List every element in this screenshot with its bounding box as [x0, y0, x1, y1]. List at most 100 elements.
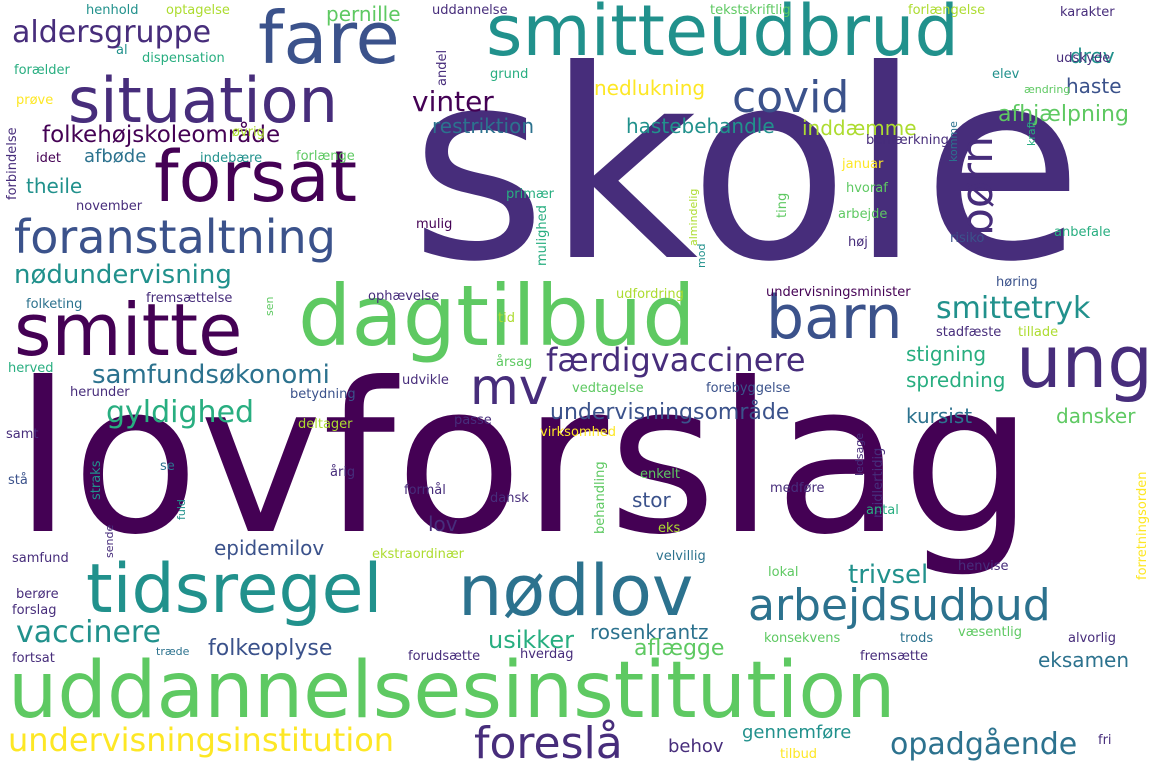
word-komme: komme [947, 121, 960, 162]
word-al: al [116, 43, 128, 58]
word-tilbud: tilbud [780, 747, 818, 762]
word-nodlov: nødlov [458, 550, 694, 632]
word-pernille: pernille [326, 2, 401, 26]
word-vaccinere: vaccinere [16, 615, 162, 650]
word-alvorlig: alvorlig [1068, 631, 1117, 646]
word-restriktion: restriktion [432, 114, 535, 138]
word-antal: antal [866, 503, 899, 518]
word-nodundervisning: nødundervisning [14, 260, 232, 290]
word-forlaenge: forlænge [296, 149, 355, 164]
word-fortsat: fortsat [12, 651, 55, 666]
word-dansker: dansker [1056, 404, 1136, 428]
word-hvoraf: hvoraf [846, 181, 888, 196]
word-behandling: behandling [593, 461, 608, 534]
word-rosenkrantz: rosenkrantz [590, 620, 709, 644]
word-sen: sen [263, 296, 276, 316]
word-ung: ung [1016, 320, 1153, 404]
word-deltager: deltager [298, 417, 353, 432]
word-straks: straks [89, 460, 104, 500]
word-mv: mv [470, 358, 549, 416]
word-foresla: foreslå [474, 718, 623, 769]
word-henvise: henvise [958, 559, 1009, 574]
word-smittetryk: smittetryk [936, 291, 1091, 326]
word-udskyde: udskyde [1056, 51, 1111, 66]
word-se: se [160, 459, 175, 474]
word-udvikle: udvikle [402, 373, 449, 388]
word-samfundsokonomi: samfundsøkonomi [92, 360, 330, 390]
word-bemaerkning: bemærkning [866, 133, 949, 148]
word-aendring: ændring [1024, 83, 1071, 96]
word-forebyggelse: forebyggelse [706, 381, 791, 396]
word-gyldighed: gyldighed [106, 395, 255, 430]
word-arbejdsudbud: arbejdsudbud [748, 580, 1051, 631]
word-uddannelsesinstitution: uddannelsesinstitution [8, 646, 896, 736]
word-januar: januar [842, 157, 884, 172]
word-henhold: henhold [86, 3, 139, 18]
word-tekstskriftlig: tekstskriftlig [710, 3, 791, 18]
word-herunder: herunder [70, 385, 130, 400]
word-arig: årig [330, 465, 356, 480]
word-undervisningsminister: undervisningsminister [766, 285, 911, 300]
word-skole: skole [410, 14, 1084, 319]
word-november: november [76, 199, 143, 214]
word-almindelig: almindelig [687, 188, 700, 246]
word-enkelt: enkelt [640, 467, 681, 482]
word-konsekvens: konsekvens [764, 631, 841, 646]
word-trods: trods [900, 631, 934, 646]
word-ting: ting [775, 192, 790, 218]
word-theile: theile [26, 174, 83, 198]
word-grund: grund [490, 67, 529, 82]
word-horing: høring [996, 275, 1038, 290]
word-vinter: vinter [412, 85, 494, 118]
word-born: børn [952, 135, 1003, 236]
word-lov: lov [428, 512, 458, 536]
word-folkehojskoleomrade: folkehøjskoleområde [42, 122, 281, 148]
word-optagelse: optagelse [166, 3, 230, 18]
word-forslag: forslag [12, 603, 57, 618]
word-aldersgruppe: aldersgruppe [12, 15, 212, 50]
word-tillade: tillade [1018, 325, 1059, 340]
word-arbejde: arbejde [838, 207, 888, 222]
word-forsat: forsat [154, 136, 358, 218]
word-forbindelse: forbindelse [5, 127, 20, 200]
word-undervisningsinstitution: undervisningsinstitution [8, 721, 395, 759]
word-mulighed: mulighed [535, 205, 550, 266]
word-stigning: stigning [906, 342, 987, 366]
word-traede: træde [156, 645, 190, 658]
word-samt: samt [6, 427, 39, 442]
word-udfordring: udfordring [616, 287, 684, 302]
word-fremsaette: fremsætte [860, 649, 929, 664]
word-forretningsorden: forretningsorden [1135, 471, 1150, 580]
word-inddamme: inddæmme [802, 116, 917, 140]
word-idet: idet [36, 151, 61, 166]
word-eks: eks [658, 521, 681, 536]
word-fuld: fuld [175, 499, 188, 520]
word-foranstaltning: foranstaltning [14, 210, 336, 264]
word-eksamen: eksamen [1038, 648, 1130, 672]
word-anbefale: anbefale [1054, 225, 1111, 240]
word-elev: elev [992, 67, 1020, 82]
word-passe: passe [454, 413, 492, 428]
word-hoj: høj [848, 235, 868, 250]
word-prove: prøve [16, 93, 54, 108]
word-gennemfore: gennemføre [742, 722, 852, 743]
word-ophaevelse: ophævelse [368, 289, 440, 304]
word-uddannelse: uddannelse [432, 3, 508, 18]
word-tid: tid [498, 311, 515, 326]
word-mod: mod [695, 243, 708, 268]
word-aflaegge: aflægge [634, 636, 725, 661]
word-velvillig: velvillig [656, 549, 706, 564]
word-fare: fare [258, 0, 400, 80]
word-drev: drev [1070, 44, 1115, 68]
word-samfund: samfund [12, 551, 69, 566]
word-folkeoplyse: folkeoplyse [208, 636, 333, 661]
word-fri: fri [1098, 733, 1112, 748]
word-forlaengelse: forlængelse [908, 3, 986, 18]
word-forudsaette: forudsætte [408, 649, 481, 664]
word-afhjaelpning: afhjælpning [998, 102, 1129, 127]
word-virksomhed: virksomhed [540, 425, 617, 440]
word-dansk: dansk [490, 491, 529, 506]
word-lokal: lokal [768, 565, 799, 580]
word-indebaere: indebære [200, 151, 263, 166]
word-ledsage: ledsage [853, 432, 866, 476]
